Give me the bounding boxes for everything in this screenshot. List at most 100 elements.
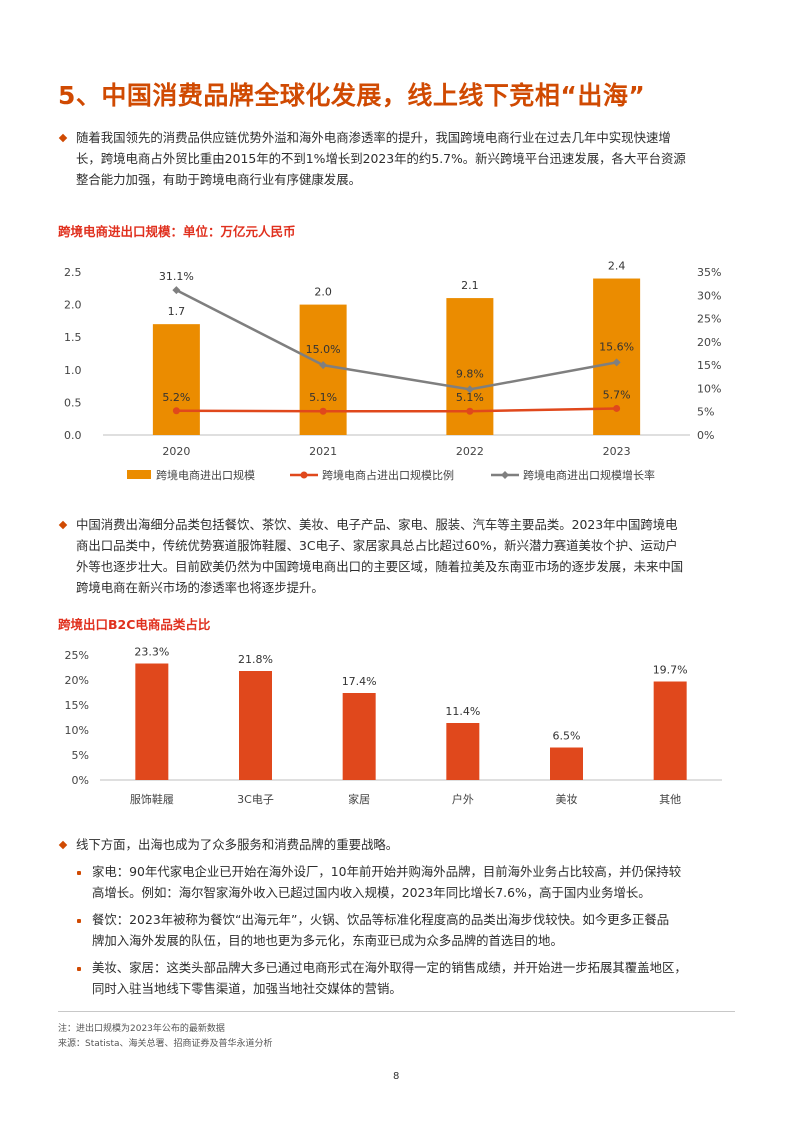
chart2: 0% 5% 10% 15% 20% 25% 23.3% 服饰鞋履 21.8% 3C电子 17.4% 家… (65, 646, 722, 806)
mid-line: 商出口品类中，传统优势赛道服饰鞋履、3C电子、家居家具总占比超过60%，新兴潜力… (76, 538, 678, 553)
bar (299, 304, 347, 435)
footnote-note: 注：进出口规模为2023年公布的最新数据 (58, 1024, 225, 1034)
intro-line: 长，跨境电商占外贸比重由2015年的不到1%增长到2023年的约5.7%。新兴跨… (76, 151, 686, 166)
y-axis-tick-label: 15% (65, 699, 89, 712)
mid-line: 外等也逐步壮大。目前欧美仍然为中国跨境电商出口的主要区域，随着拉美及东南亚市场的… (76, 559, 684, 574)
x-axis-tick-label: 2022 (456, 445, 484, 458)
bar (653, 681, 687, 780)
x-axis-tick-label: 2023 (603, 445, 631, 458)
offline-item-line: 牌加入海外发展的队伍，目的地也更为多元化，东南亚已成为众多品牌的首选目的地。 (92, 933, 563, 948)
right-axis-tick-label: 30% (697, 289, 721, 302)
share-value-label: 5.7% (603, 388, 631, 401)
bar-value-label: 17.4% (342, 675, 377, 688)
growth-value-label: 9.8% (456, 367, 484, 380)
y-axis-tick-label: 5% (72, 749, 89, 762)
bar-value-label: 2.1 (461, 279, 479, 292)
bar (550, 747, 583, 780)
x-axis-tick-label: 2021 (309, 445, 337, 458)
page-title: 5、中国消费品牌全球化发展，线上线下竞相“出海” (58, 81, 646, 110)
share-value-label: 5.2% (162, 391, 190, 404)
left-axis-tick-label: 0.5 (64, 396, 82, 409)
diamond-bullet-icon (58, 520, 68, 530)
bar-value-label: 2.0 (314, 286, 332, 299)
offline-item-line: 同时入驻当地线下零售渠道，加强当地社交媒体的营销。 (92, 981, 402, 996)
mid-paragraph: 中国消费出海细分品类包括餐饮、茶饮、美妆、电子产品、家电、服装、汽车等主要品类。… (58, 514, 748, 600)
bar (446, 723, 480, 780)
page-number: 8 (393, 1071, 400, 1082)
bar-value-label: 2.4 (608, 260, 626, 273)
growth-point (465, 385, 474, 394)
footnote-source: 来源：Statista、海关总署、招商证券及普华永道分析 (58, 1039, 273, 1049)
left-axis-tick-label: 2.0 (64, 299, 82, 312)
bar (152, 324, 200, 435)
bar-value-label: 11.4% (445, 705, 480, 718)
left-axis-tick-label: 1.0 (64, 364, 82, 377)
right-axis-tick-label: 5% (697, 406, 714, 419)
share-value-label: 5.1% (456, 391, 484, 404)
legend-label: 跨境电商进出口规模 (156, 468, 255, 482)
y-axis-tick-label: 25% (65, 649, 89, 662)
offline-item-line: 家电：90年代家电企业已开始在海外设厂，10年前开始并购海外品牌，目前海外业务占… (92, 864, 682, 879)
offline-item-line: 高增长。例如：海尔智家海外收入已超过国内收入规模，2023年同比增长7.6%，高… (92, 885, 651, 900)
share-point (466, 407, 474, 415)
chart2-title: 跨境出口B2C电商品类占比 (58, 617, 211, 632)
y-axis-tick-label: 20% (65, 674, 89, 687)
offline-lead: 线下方面，出海也成为了众多服务和消费品牌的重要战略。 (76, 837, 399, 852)
intro-line: 随着我国领先的消费品供应链优势外溢和海外电商渗透率的提升，我国跨境电商行业在过去… (76, 130, 671, 145)
bar-value-label: 6.5% (553, 730, 581, 743)
share-line (176, 407, 617, 413)
bar-value-label: 19.7% (653, 664, 688, 677)
offline-section: 线下方面，出海也成为了众多服务和消费品牌的重要战略。 家电：90年代家电企业已开… (58, 834, 748, 1004)
diamond-bullet-icon (58, 840, 68, 850)
left-axis-tick-label: 0.0 (64, 429, 82, 442)
right-axis-tick-label: 15% (697, 359, 721, 372)
growth-value-label: 15.0% (306, 343, 341, 356)
offline-item-line: 美妆、家居：这类头部品牌大多已通过电商形式在海外取得一定的销售成绩，并开始进一步… (92, 960, 687, 975)
bar (135, 663, 169, 780)
x-axis-tick-label: 其他 (659, 793, 681, 806)
right-axis-tick-label: 20% (697, 336, 721, 349)
y-axis-tick-label: 10% (65, 724, 89, 737)
growth-line (175, 289, 617, 391)
left-axis-tick-label: 2.5 (64, 266, 82, 279)
y-axis-tick-label: 0% (72, 774, 89, 787)
intro-paragraph: 随着我国领先的消费品供应链优势外溢和海外电商渗透率的提升，我国跨境电商行业在过去… (58, 127, 748, 193)
x-axis-tick-label: 美妆 (556, 793, 578, 806)
legend-growth-marker (501, 471, 509, 479)
growth-value-label: 15.6% (599, 340, 634, 353)
share-point (172, 407, 180, 415)
intro-line: 整合能力加强，有助于跨境电商行业有序健康发展。 (76, 172, 361, 187)
right-axis-tick-label: 0% (697, 429, 714, 442)
square-bullet-icon (77, 919, 81, 923)
footer-divider (58, 1011, 735, 1012)
right-axis-tick-label: 10% (697, 382, 721, 395)
growth-point (612, 358, 621, 367)
share-point (319, 407, 327, 415)
x-axis-tick-label: 服饰鞋履 (130, 792, 174, 806)
legend-label: 跨境电商占进出口规模比例 (322, 468, 454, 482)
chart1: 0.0 0.5 1.0 1.5 2.0 2.5 0% 5% 10% 15% 20% 25% 30% 35%… (64, 260, 721, 482)
growth-point (319, 361, 328, 370)
bar (342, 693, 376, 780)
bar (239, 671, 272, 780)
diamond-bullet-icon (58, 133, 68, 143)
share-point (613, 404, 621, 412)
mid-line: 中国消费出海细分品类包括餐饮、茶饮、美妆、电子产品、家电、服装、汽车等主要品类。… (76, 517, 678, 532)
x-axis-tick-label: 2020 (162, 445, 190, 458)
square-bullet-icon (77, 871, 81, 875)
right-axis-tick-label: 35% (697, 266, 721, 279)
x-axis-tick-label: 户外 (452, 792, 474, 806)
legend-bar-swatch (127, 470, 151, 479)
x-axis-tick-label: 3C电子 (237, 793, 274, 806)
legend-label: 跨境电商进出口规模增长率 (523, 468, 655, 482)
legend-share-marker (300, 471, 308, 479)
right-axis-tick-label: 25% (697, 313, 721, 326)
mid-line: 跨境电商在新兴市场的渗透率也将逐步提升。 (76, 580, 324, 595)
square-bullet-icon (77, 967, 81, 971)
bar-value-label: 1.7 (168, 305, 186, 318)
chart1-title: 跨境电商进出口规模：单位：万亿元人民币 (58, 224, 296, 239)
bar-value-label: 23.3% (134, 646, 169, 659)
left-axis-tick-label: 1.5 (64, 331, 82, 344)
growth-value-label: 31.1% (159, 270, 194, 283)
bar-value-label: 21.8% (238, 653, 273, 666)
